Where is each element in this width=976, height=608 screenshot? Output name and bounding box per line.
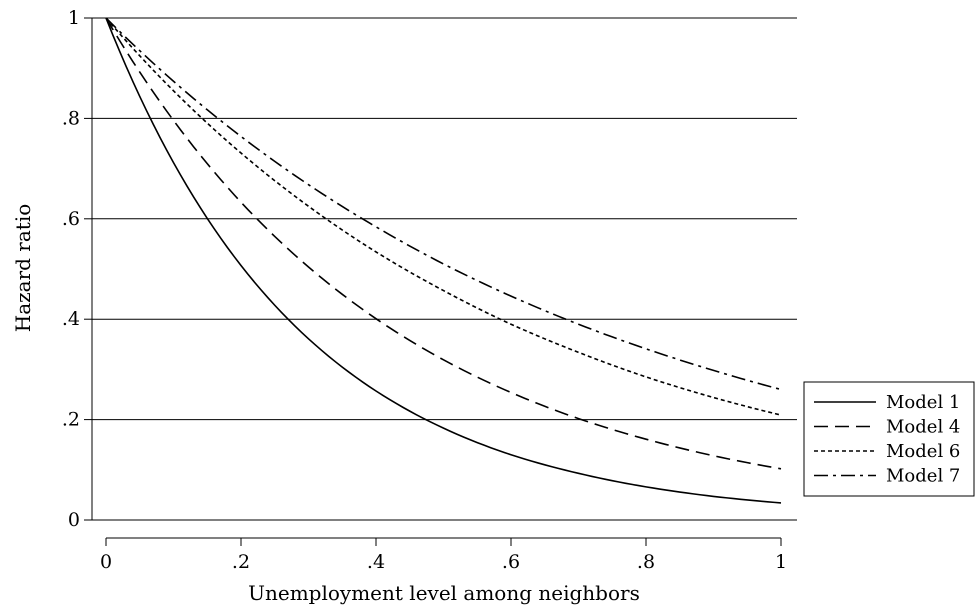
y-tick-label: 1 [68, 7, 80, 29]
axes [91, 18, 781, 539]
y-tick-label: .2 [62, 409, 80, 431]
x-tick-label: .8 [637, 551, 655, 573]
y-tick-label: .6 [62, 208, 80, 230]
y-tick-label: 0 [68, 509, 80, 531]
y-tick-label: .8 [62, 107, 80, 129]
legend-label-model-4: Model 4 [886, 417, 960, 438]
series-line-model-7 [105, 17, 782, 391]
legend-label-model-6: Model 6 [886, 441, 960, 462]
y-axis-ticks: 0 .2 .4 .6 .8 1 [62, 7, 92, 531]
x-tick-label: .6 [502, 551, 520, 573]
legend-label-model-1: Model 1 [886, 392, 960, 413]
gridlines [92, 17, 797, 521]
series-line-model-6 [105, 17, 782, 416]
series-lines [105, 17, 782, 504]
x-tick-label: .4 [367, 551, 385, 573]
legend-box [803, 381, 975, 497]
x-tick-label: .2 [232, 551, 250, 573]
x-tick-label: 1 [775, 551, 787, 573]
legend: Model 1 Model 4 Model 6 Model 7 [803, 381, 975, 497]
x-tick-label: 0 [100, 551, 112, 573]
y-tick-label: .4 [62, 308, 80, 330]
x-axis-ticks: 0 .2 .4 .6 .8 1 [100, 538, 787, 573]
x-axis-title: Unemployment level among neighbors [248, 581, 640, 605]
series-line-model-4 [105, 17, 782, 470]
series-line-model-1 [105, 17, 782, 504]
y-axis-title: Hazard ratio [11, 204, 35, 333]
legend-label-model-7: Model 7 [886, 466, 960, 487]
